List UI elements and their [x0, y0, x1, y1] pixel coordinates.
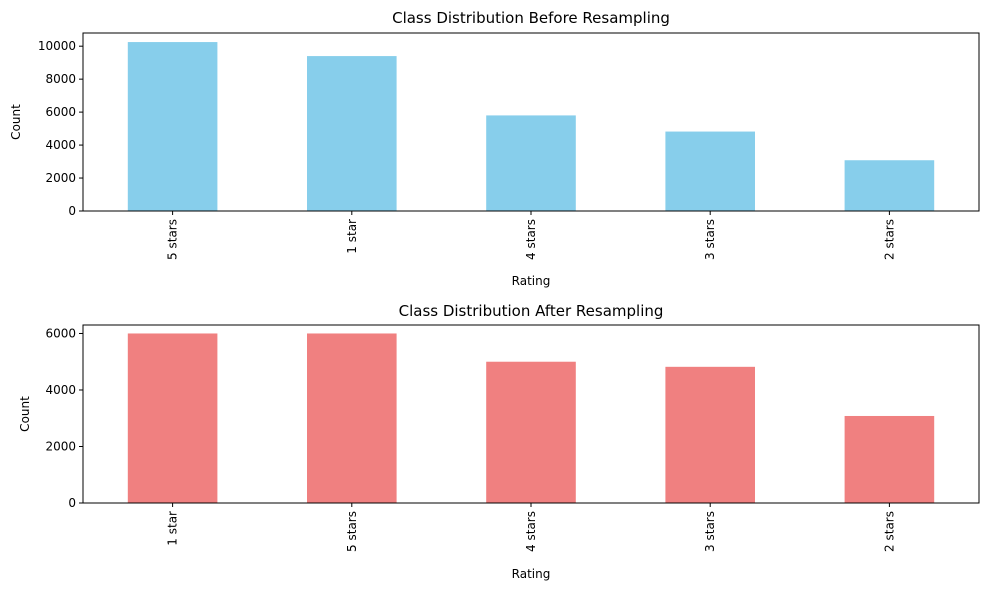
top-y-tick-label: 8000 [45, 72, 76, 86]
bottom-x-tick-label: 2 stars [882, 511, 896, 552]
bottom-bar-3-stars [665, 366, 755, 503]
top-y-tick-label: 6000 [45, 105, 76, 119]
top-bar-2-stars [844, 160, 935, 211]
top-bar-4-stars [486, 115, 576, 211]
bottom-bar-2-stars [844, 415, 935, 503]
bottom-x-tick-label: 5 stars [345, 511, 359, 552]
bottom-x-ticks: 1 star 5 stars 4 stars 3 stars 2 stars [166, 503, 896, 552]
top-bar-3-stars [665, 131, 755, 211]
top-plot-frame [82, 32, 980, 212]
bottom-x-tick-label: 3 stars [703, 511, 717, 552]
bottom-y-axis-label: Count [18, 396, 32, 432]
top-subplot: Class Distribution Before Resampling Rat… [9, 9, 980, 288]
bottom-y-tick-label: 4000 [45, 383, 76, 397]
bottom-x-tick-label: 1 star [166, 511, 180, 546]
top-bar-5-stars [127, 42, 218, 211]
bottom-y-ticks: 0 2000 4000 6000 [45, 326, 83, 510]
top-x-tick-label: 5 stars [166, 219, 180, 260]
top-y-tick-label: 10000 [38, 39, 76, 53]
bottom-bars [127, 333, 935, 503]
top-x-tick-label: 1 star [345, 219, 359, 254]
top-y-axis-label: Count [9, 104, 23, 140]
top-bars [127, 42, 935, 212]
bottom-chart-title: Class Distribution After Resampling [399, 302, 664, 320]
top-y-tick-label: 4000 [45, 138, 76, 152]
top-x-ticks: 5 stars 1 star 4 stars 3 stars 2 stars [166, 211, 896, 260]
bottom-subplot: Class Distribution After Resampling Rati… [18, 302, 980, 581]
bottom-y-tick-label: 2000 [45, 439, 76, 453]
top-y-tick-label: 0 [68, 204, 76, 218]
top-y-ticks: 0 2000 4000 6000 8000 10000 [38, 39, 83, 218]
top-chart-title: Class Distribution Before Resampling [392, 9, 670, 27]
top-bar-1-star [307, 56, 397, 212]
bottom-bar-5-stars [307, 333, 397, 503]
top-x-tick-label: 4 stars [524, 219, 538, 260]
top-x-axis-label: Rating [512, 274, 551, 288]
bottom-plot-frame [82, 324, 980, 504]
bottom-bar-1-star [127, 333, 218, 503]
bottom-y-tick-label: 0 [68, 496, 76, 510]
bottom-x-tick-label: 4 stars [524, 511, 538, 552]
top-y-tick-label: 2000 [45, 171, 76, 185]
bottom-bar-4-stars [486, 361, 576, 503]
bottom-x-axis-label: Rating [512, 567, 551, 581]
top-x-tick-label: 3 stars [703, 219, 717, 260]
bottom-y-tick-label: 6000 [45, 326, 76, 340]
top-x-tick-label: 2 stars [882, 219, 896, 260]
